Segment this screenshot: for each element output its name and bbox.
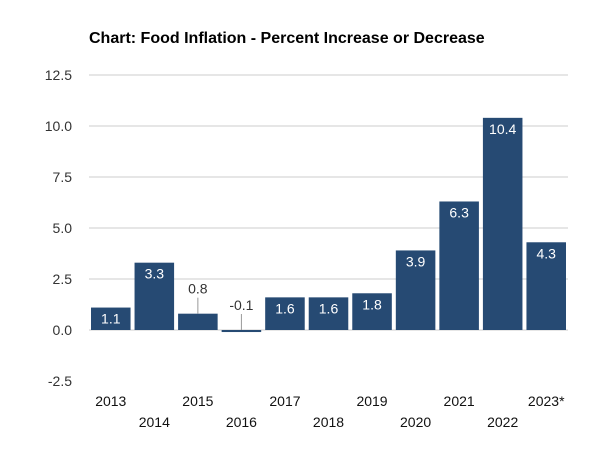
y-tick-label: 10.0	[45, 118, 72, 134]
x-tick-label: 2021	[444, 393, 475, 409]
bar-2021	[439, 201, 479, 330]
x-axis-ticks: 2013 2014 2015 2016 2017 2018 2019 2020 2021 2022…	[95, 393, 565, 430]
bar-2022	[482, 117, 523, 330]
bar-2017	[265, 297, 305, 330]
data-label: 1.1	[101, 311, 121, 327]
bar-2023	[526, 242, 566, 330]
x-tick-label: 2017	[269, 393, 300, 409]
bar-2020	[395, 250, 436, 330]
y-tick-label: 5.0	[53, 220, 73, 236]
x-tick-label: 2013	[95, 393, 126, 409]
y-tick-label: 7.5	[53, 169, 73, 185]
x-tick-label: 2016	[226, 414, 257, 430]
data-label: 1.8	[362, 296, 382, 312]
data-label: 1.6	[275, 300, 295, 316]
data-label: 10.4	[489, 121, 516, 137]
y-tick-label: -2.5	[48, 373, 72, 389]
y-tick-label: 2.5	[53, 271, 73, 287]
bar-2016	[221, 330, 262, 333]
y-tick-label: 12.5	[45, 67, 72, 83]
data-label: 1.6	[319, 300, 339, 316]
x-tick-label: 2019	[356, 393, 387, 409]
bar-2019	[352, 293, 392, 330]
x-tick-label: 2018	[313, 414, 344, 430]
bar-2013	[91, 307, 131, 330]
data-label: -0.1	[229, 297, 253, 313]
x-tick-label: 2015	[182, 393, 213, 409]
data-label: 4.3	[536, 245, 556, 261]
data-label: 3.9	[406, 253, 426, 269]
data-labels: 1.1 3.3 0.8 -0.1 1.6 1.6 1.8 3.9 6.3 10.4 4.3	[101, 121, 556, 330]
x-tick-label: 2020	[400, 414, 431, 430]
x-tick-label: 2014	[139, 414, 170, 430]
x-tick-label: 2023*	[528, 393, 565, 409]
data-label: 6.3	[449, 204, 469, 220]
bar-2014	[134, 262, 175, 330]
x-tick-label: 2022	[487, 414, 518, 430]
data-label: 0.8	[188, 281, 208, 297]
bar-2018	[308, 297, 349, 330]
y-tick-label: 0.0	[53, 322, 73, 338]
bar-2015	[178, 313, 218, 330]
y-axis-ticks: -2.5 0.0 2.5 5.0 7.5 10.0 12.5	[45, 67, 72, 389]
data-label: 3.3	[145, 266, 165, 282]
bars	[91, 117, 566, 333]
chart-title: Chart: Food Inflation - Percent Increase…	[89, 30, 485, 47]
